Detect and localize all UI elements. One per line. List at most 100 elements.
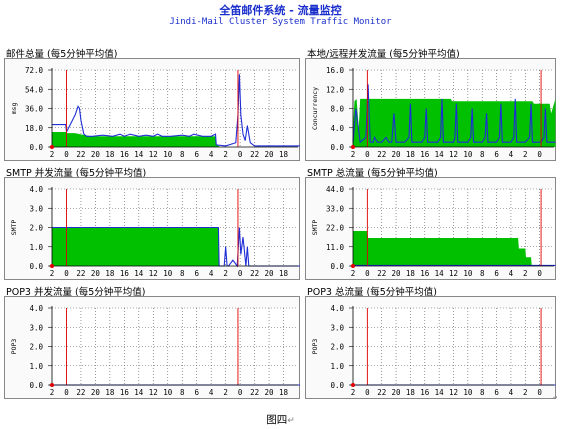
x-tick-label: 10 (163, 150, 173, 159)
x-tick-label: 20 (392, 269, 402, 278)
x-tick-label: 8 (180, 388, 185, 397)
x-tick-label: 10 (463, 388, 473, 397)
x-tick-label: 0 (537, 388, 542, 397)
y-axis-label: POP3 (10, 339, 18, 355)
x-tick-label: 4 (209, 388, 214, 397)
x-tick-label: 0 (238, 150, 243, 159)
x-tick-label: 2 (223, 269, 228, 278)
x-tick-label: 2 (523, 388, 528, 397)
x-tick-label: 20 (265, 150, 275, 159)
x-tick-label: 20 (91, 388, 101, 397)
x-tick-label: 12 (449, 269, 458, 278)
return-mark: ↵ (287, 416, 295, 426)
chart-pop3-concurrency: 4.03.02.01.00.02 0 22 20 18 16 14 12 10 8 6 4 2 0 22 20… (4, 296, 300, 399)
y-axis-label: msg (10, 103, 18, 115)
origin-marker (50, 264, 54, 268)
y-tick-label: 1.0 (29, 362, 43, 371)
x-tick-label: 6 (194, 388, 199, 397)
y-tick-label: 16.0 (326, 66, 345, 75)
x-tick-label: 0 (365, 388, 370, 397)
y-tick-label: 2.0 (330, 343, 344, 352)
x-tick-label: 18 (279, 150, 289, 159)
x-tick-label: 16 (420, 388, 430, 397)
chart-smtp-total: 44.033.022.011.00.02 0 22 20 18 16 14 12 10 8 6 4 2 0… (305, 177, 556, 280)
panel-title-pop3-total: POP3 总流量 (每5分钟平均值) (307, 287, 437, 298)
origin-marker (351, 264, 355, 268)
x-tick-label: 10 (463, 150, 473, 159)
y-tick-label: 2.0 (29, 343, 43, 352)
x-tick-label: 4 (209, 150, 214, 159)
x-tick-label: 16 (420, 269, 430, 278)
y-axis-label: Concurrency (311, 87, 319, 130)
x-tick-label: 4 (509, 388, 514, 397)
x-tick-label: 16 (120, 150, 130, 159)
x-tick-label: 2 (351, 269, 356, 278)
x-tick-label: 16 (120, 269, 130, 278)
x-tick-label: 12 (149, 150, 158, 159)
series-line (52, 74, 300, 147)
x-tick-label: 22 (250, 269, 259, 278)
x-tick-label: 8 (180, 150, 185, 159)
x-tick-label: 4 (209, 269, 214, 278)
y-axis-label: SMTP (311, 220, 319, 236)
x-tick-label: 22 (76, 269, 85, 278)
x-tick-label: 18 (279, 388, 289, 397)
return-mark: ↵ (553, 393, 558, 401)
x-tick-label: 20 (91, 269, 101, 278)
x-tick-label: 0 (537, 150, 542, 159)
x-tick-label: 0 (238, 269, 243, 278)
x-tick-label: 8 (480, 150, 485, 159)
page-subtitle: Jindi-Mail Cluster System Traffic Monito… (169, 17, 392, 27)
y-tick-label: 18.0 (25, 124, 44, 133)
x-tick-label: 12 (149, 388, 158, 397)
x-tick-label: 2 (223, 388, 228, 397)
x-tick-label: 16 (420, 150, 430, 159)
x-tick-label: 12 (149, 269, 158, 278)
origin-marker (50, 145, 54, 149)
page-title: 全笛邮件系统 - 流量监控 (219, 4, 342, 17)
x-tick-label: 18 (279, 269, 289, 278)
x-tick-label: 20 (392, 388, 402, 397)
x-tick-label: 6 (494, 150, 499, 159)
x-tick-label: 2 (50, 388, 55, 397)
x-tick-label: 20 (265, 388, 275, 397)
x-tick-label: 20 (91, 150, 101, 159)
x-tick-label: 0 (238, 388, 243, 397)
x-tick-label: 14 (435, 150, 445, 159)
y-axis-label: POP3 (311, 339, 319, 355)
x-tick-label: 22 (250, 150, 259, 159)
y-tick-label: 2.0 (29, 224, 43, 233)
y-tick-label: 33.0 (326, 204, 345, 213)
y-tick-label: 12.0 (326, 85, 345, 94)
series-fill-area (52, 132, 300, 147)
x-tick-label: 18 (406, 269, 416, 278)
x-tick-label: 2 (523, 150, 528, 159)
y-tick-label: 4.0 (29, 185, 43, 194)
caption-text: 图四 (266, 414, 288, 426)
panel-title-mail-total: 邮件总量 (每5分钟平均值) (6, 49, 118, 60)
y-tick-label: 0.0 (330, 143, 344, 152)
x-tick-label: 6 (494, 269, 499, 278)
x-tick-label: 0 (64, 269, 69, 278)
series-line (352, 84, 556, 144)
y-tick-label: 8.0 (330, 105, 344, 114)
origin-marker (351, 383, 355, 387)
x-tick-label: 2 (523, 269, 528, 278)
y-tick-label: 36.0 (25, 105, 44, 114)
x-tick-label: 2 (351, 150, 356, 159)
x-tick-label: 2 (50, 150, 55, 159)
x-tick-label: 0 (365, 269, 370, 278)
y-tick-label: 11.0 (326, 243, 345, 252)
panel-title-concurrency: 本地/远程并发流量 (每5分钟平均值) (307, 49, 460, 60)
x-tick-label: 0 (537, 269, 542, 278)
y-tick-label: 4.0 (330, 124, 344, 133)
y-tick-label: 44.0 (326, 185, 345, 194)
y-tick-label: 4.0 (29, 304, 43, 313)
x-tick-label: 12 (449, 150, 458, 159)
x-tick-label: 18 (105, 150, 115, 159)
x-tick-label: 0 (64, 150, 69, 159)
x-tick-label: 20 (265, 269, 275, 278)
y-tick-label: 0.0 (330, 262, 344, 271)
x-tick-label: 18 (105, 269, 115, 278)
